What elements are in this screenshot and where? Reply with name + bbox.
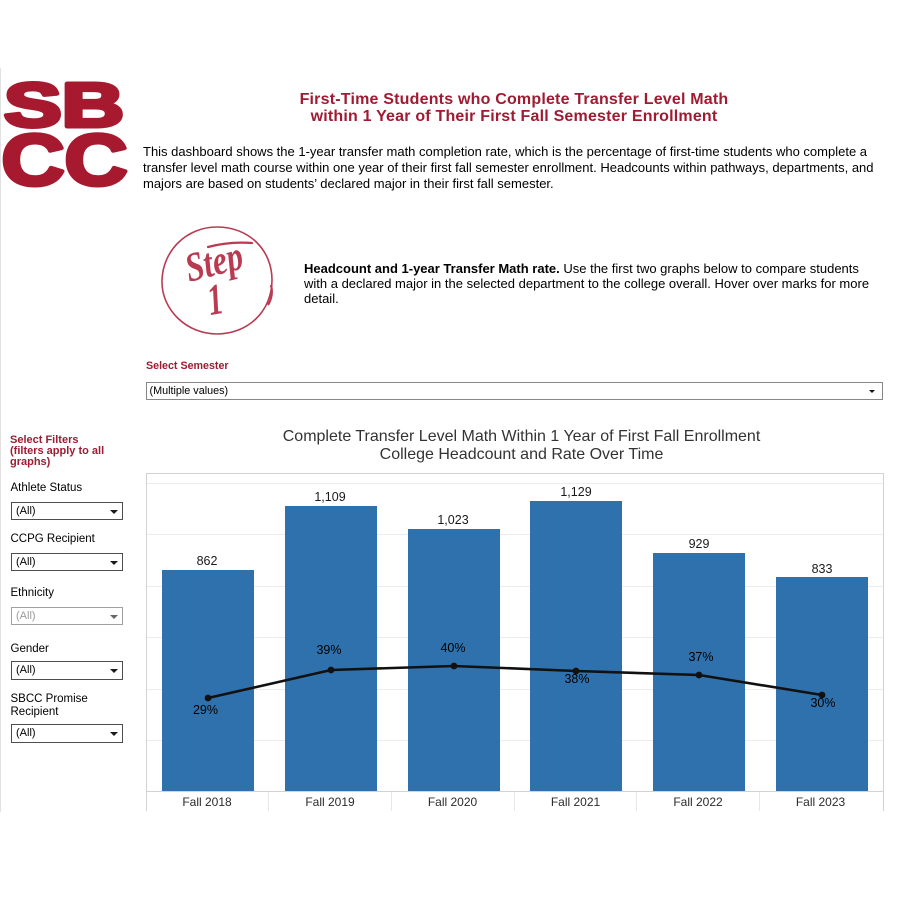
svg-text:SB: SB [4, 72, 124, 141]
svg-text:CC: CC [2, 121, 128, 195]
